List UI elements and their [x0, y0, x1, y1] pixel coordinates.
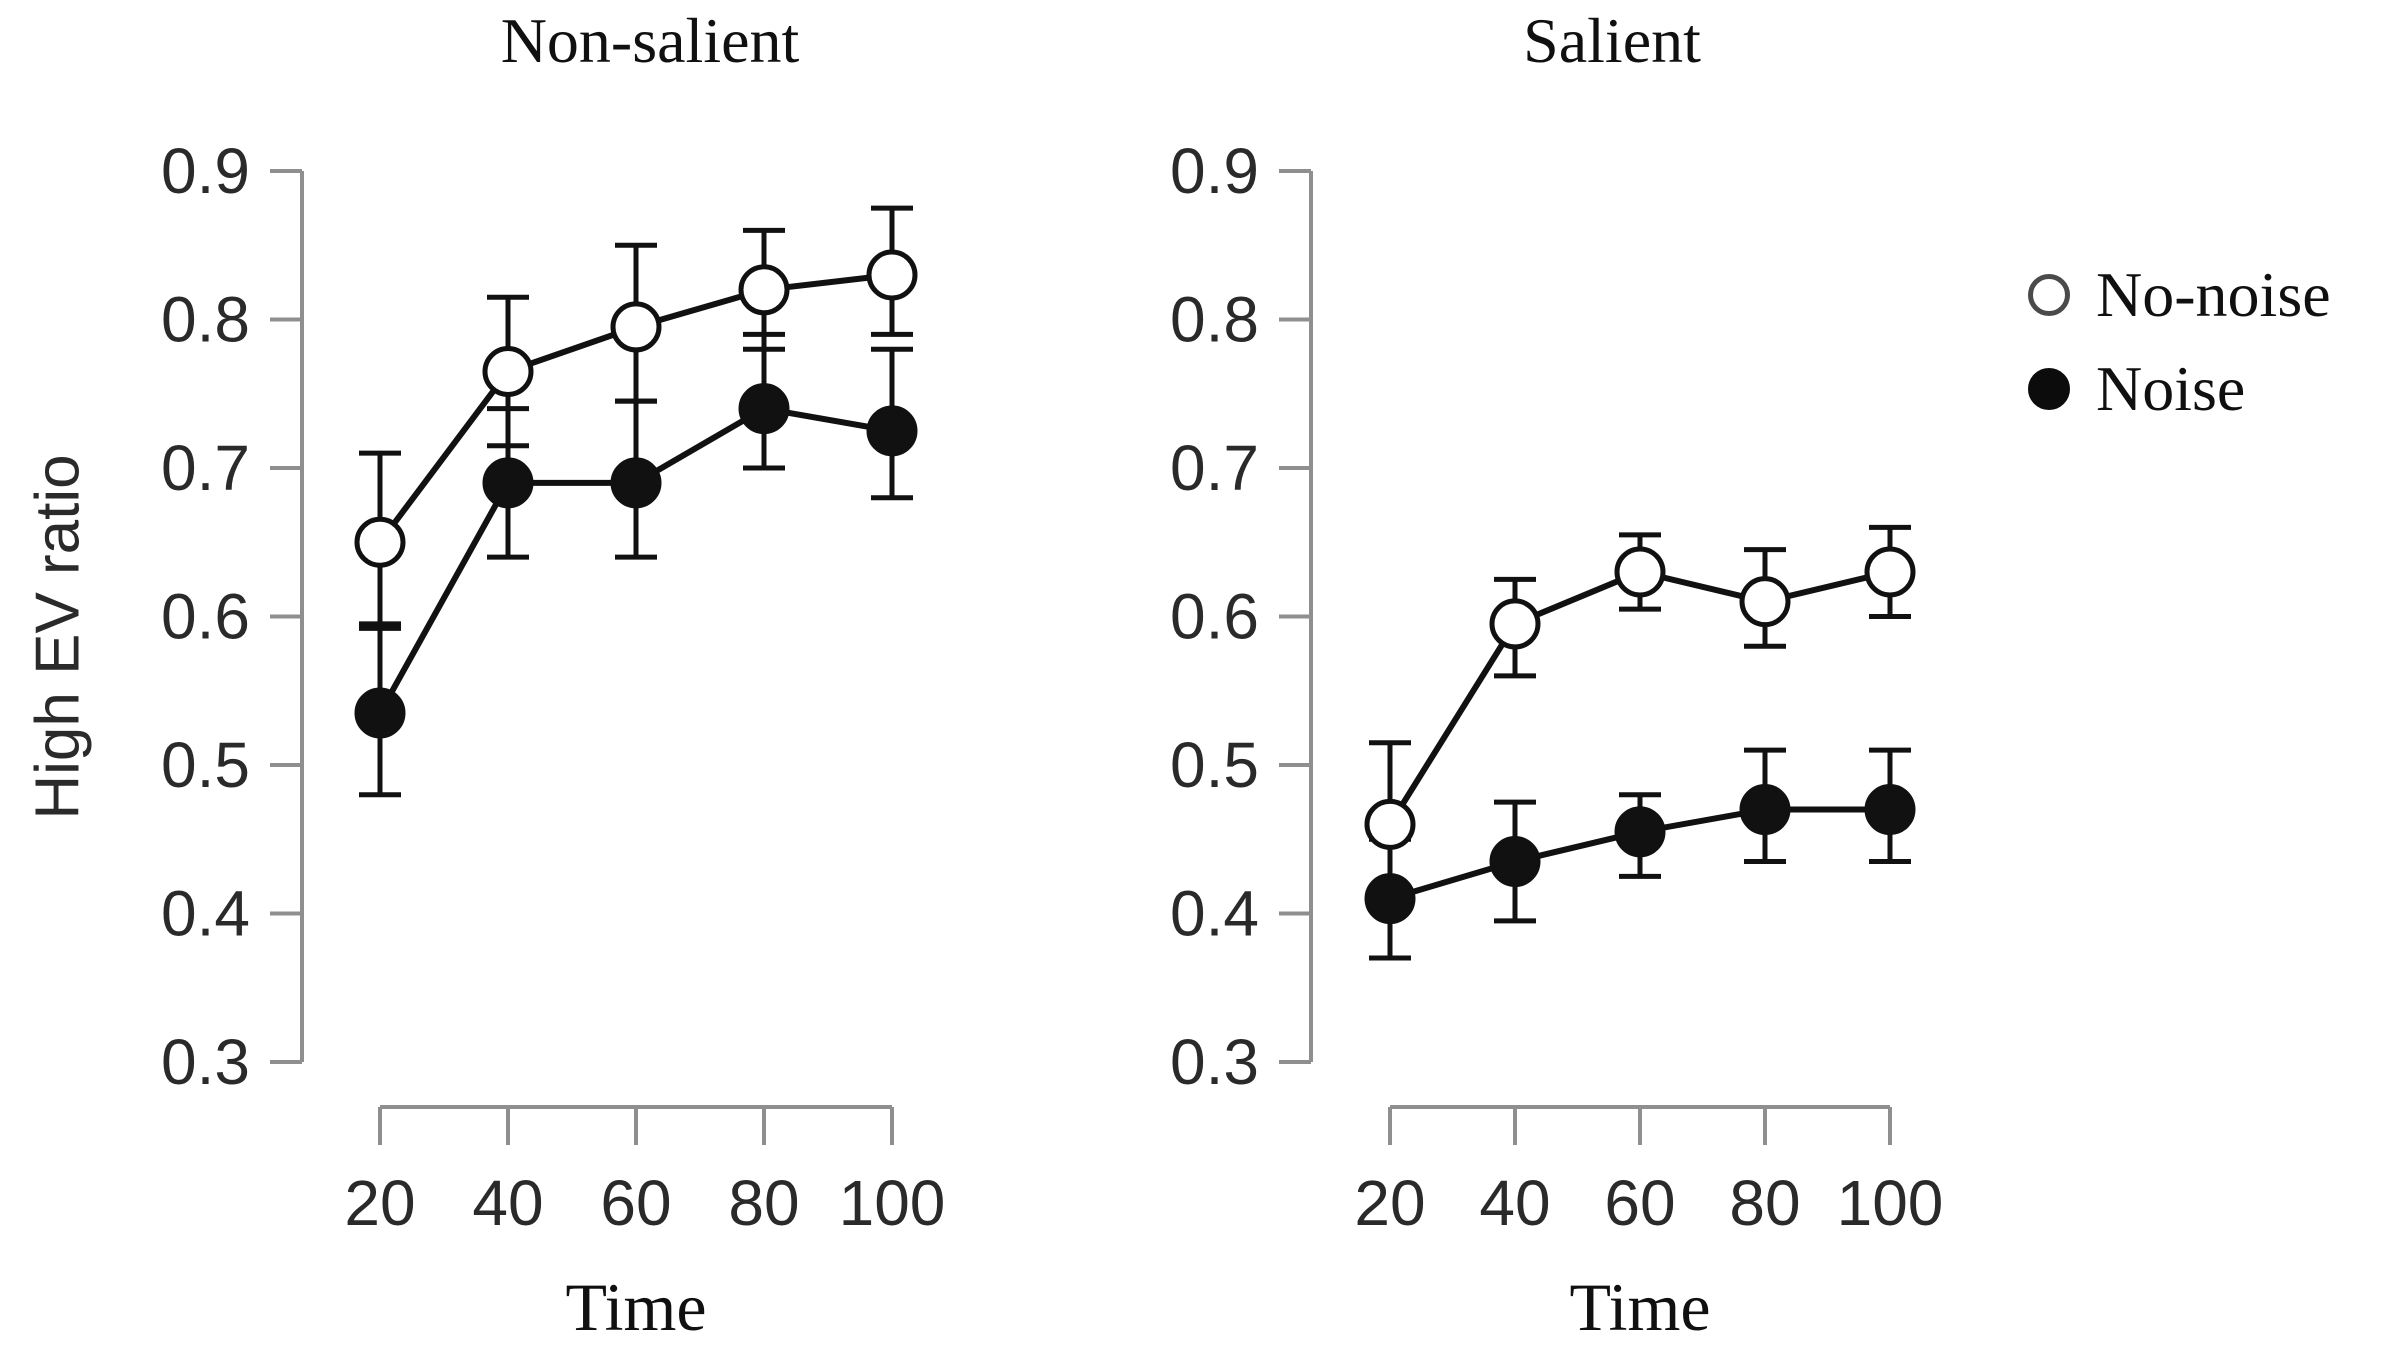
noise-marker — [354, 687, 406, 739]
no-noise-marker — [482, 345, 534, 397]
open-circle-icon — [2028, 274, 2070, 316]
no-noise-markers — [1364, 546, 1916, 850]
y-tick-label: 0.8 — [1170, 284, 1259, 356]
legend-item-noise: Noise — [2028, 346, 2331, 432]
noise-errorbars — [359, 331, 913, 798]
right-x-axis-title: Time — [1569, 1269, 1711, 1345]
y-axis: 0.3 0.4 0.5 0.6 0.7 0.8 0.9 — [1170, 135, 1313, 1098]
x-tick-label: 20 — [1354, 1167, 1425, 1239]
noise-marker — [1364, 873, 1416, 925]
x-tick-label: 80 — [1729, 1167, 1800, 1239]
x-axis: 20 40 60 80 100 — [1354, 1105, 1944, 1239]
noise-marker — [1739, 784, 1791, 836]
noise-marker — [866, 405, 918, 457]
right-panel-title: Salient — [1523, 5, 1701, 76]
y-tick-label: 0.3 — [1170, 1026, 1259, 1098]
no-noise-marker — [738, 264, 790, 316]
no-noise-markers — [354, 249, 918, 568]
no-noise-marker — [1614, 546, 1666, 598]
legend: No-noise Noise — [2028, 252, 2331, 432]
no-noise-marker — [354, 516, 406, 568]
x-tick-label: 40 — [1479, 1167, 1550, 1239]
y-axis: 0.3 0.4 0.5 0.6 0.7 0.8 0.9 — [161, 135, 304, 1098]
no-noise-marker — [1489, 598, 1541, 650]
noise-marker — [738, 383, 790, 435]
y-tick-label: 0.7 — [161, 432, 250, 504]
x-tick-label: 60 — [1604, 1167, 1675, 1239]
no-noise-marker — [1864, 546, 1916, 598]
y-tick-label: 0.3 — [161, 1026, 250, 1098]
y-tick-label: 0.4 — [161, 878, 250, 950]
no-noise-marker — [866, 249, 918, 301]
filled-circle-icon — [2028, 368, 2070, 410]
no-noise-marker — [610, 301, 662, 353]
y-tick-label: 0.5 — [161, 729, 250, 801]
x-tick-label: 60 — [600, 1167, 671, 1239]
y-tick-label: 0.8 — [161, 284, 250, 356]
noise-marker — [610, 457, 662, 509]
y-axis-title: High EV ratio — [23, 454, 93, 820]
y-tick-label: 0.5 — [1170, 729, 1259, 801]
no-noise-marker — [1739, 576, 1791, 628]
y-tick-label: 0.4 — [1170, 878, 1259, 950]
x-tick-label: 80 — [728, 1167, 799, 1239]
x-tick-label: 20 — [344, 1167, 415, 1239]
x-tick-label: 100 — [839, 1167, 946, 1239]
y-tick-label: 0.9 — [161, 135, 250, 207]
y-tick-label: 0.6 — [161, 581, 250, 653]
noise-markers — [1364, 784, 1916, 925]
salient-panel: 0.3 0.4 0.5 0.6 0.7 0.8 0.9 20 40 60 80 100 — [1170, 135, 1943, 1239]
x-tick-label: 100 — [1837, 1167, 1944, 1239]
x-axis: 20 40 60 80 100 — [344, 1105, 946, 1239]
no-noise-marker — [1364, 798, 1416, 850]
noise-marker — [482, 457, 534, 509]
noise-marker — [1614, 806, 1666, 858]
noise-marker — [1864, 784, 1916, 836]
legend-label-no-noise: No-noise — [2096, 259, 2331, 330]
x-tick-label: 40 — [472, 1167, 543, 1239]
legend-label-noise: Noise — [2096, 353, 2246, 424]
non-salient-panel: 0.3 0.4 0.5 0.6 0.7 0.8 0.9 20 40 60 80 100 — [161, 135, 945, 1239]
y-tick-label: 0.6 — [1170, 581, 1259, 653]
noise-marker — [1489, 836, 1541, 888]
left-panel-title: Non-salient — [500, 5, 800, 76]
legend-item-no-noise: No-noise — [2028, 252, 2331, 338]
noise-markers — [354, 383, 918, 739]
left-x-axis-title: Time — [565, 1269, 707, 1345]
y-tick-label: 0.9 — [1170, 135, 1259, 207]
y-tick-label: 0.7 — [1170, 432, 1259, 504]
